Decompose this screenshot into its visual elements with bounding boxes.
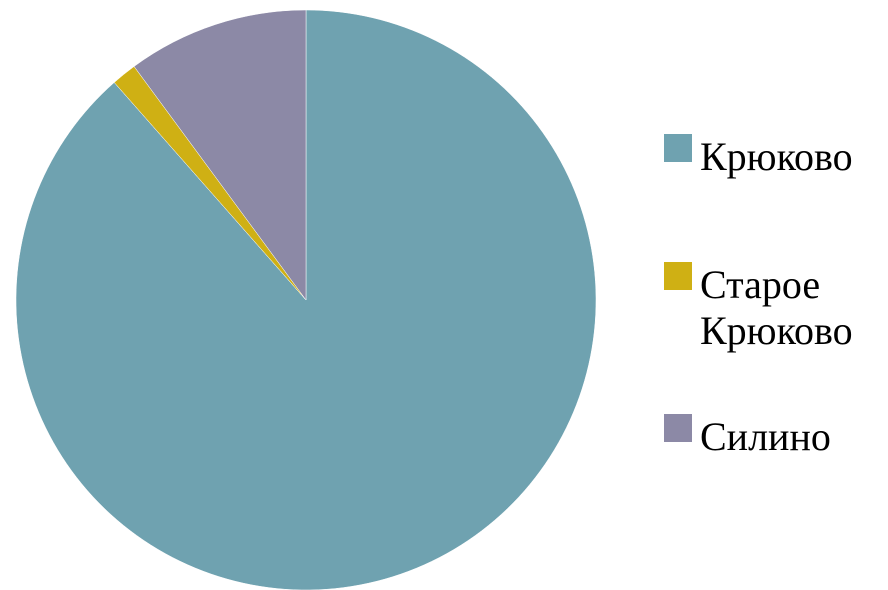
legend-item-staroe-krukovo: Старое Крюково: [664, 262, 853, 354]
legend-swatch-staroe-krukovo: [664, 262, 692, 290]
legend-label-krukovo: Крюково: [700, 134, 853, 179]
legend-swatch-krukovo: [664, 134, 692, 162]
legend-item-silino: Силино: [664, 414, 831, 460]
legend-label-silino: Силино: [700, 414, 831, 459]
pie-slice-silino: [133, 9, 307, 301]
legend-item-krukovo: Крюково: [664, 134, 853, 180]
legend-swatch-silino: [664, 414, 692, 442]
legend-label-staroe-krukovo: Старое Крюково: [700, 262, 853, 353]
chart-legend: Крюково Старое Крюково Силино: [664, 0, 888, 590]
